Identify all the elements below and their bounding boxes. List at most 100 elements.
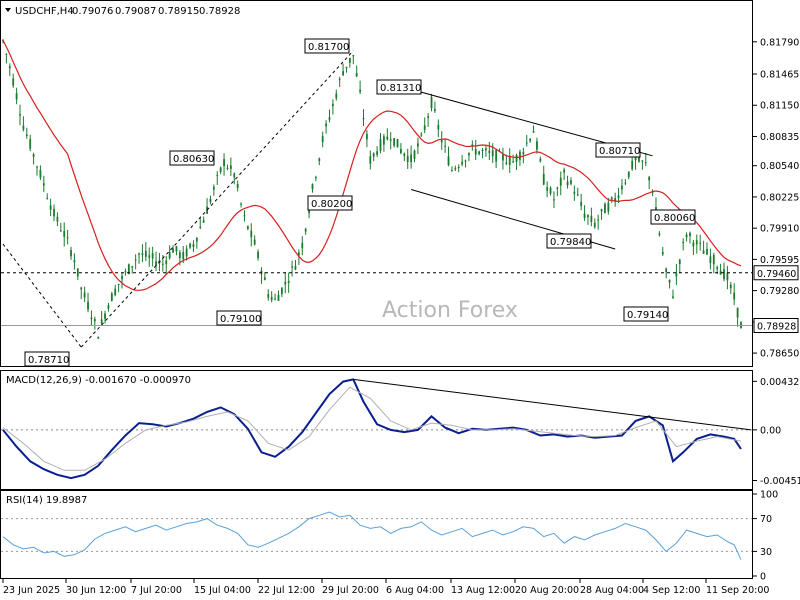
candle-body (42, 183, 45, 186)
time-tick-label: 7 Jul 20:00 (131, 585, 182, 596)
candle-body (348, 57, 351, 63)
candle-body (53, 208, 55, 217)
candle-body (104, 313, 106, 319)
header-open: 0.79076 (72, 6, 113, 17)
candle-body (502, 154, 504, 161)
candle-body (49, 205, 52, 210)
price-annotation-box (376, 79, 422, 95)
candle-body (138, 253, 140, 255)
candle-body (546, 187, 549, 191)
price-annotation-label: 0.78710 (28, 355, 69, 366)
candle-body (457, 167, 460, 169)
macd-tick-label: 0.00 (760, 425, 781, 436)
candle-body (702, 250, 705, 254)
candle-body (365, 133, 368, 140)
candle-body (195, 237, 198, 242)
candle-body (206, 206, 208, 214)
candle-body (369, 156, 372, 164)
header-high: 0.79087 (115, 6, 156, 17)
candle-body (70, 249, 72, 257)
candle-body (161, 263, 164, 265)
candle-body (144, 250, 147, 257)
candle-body (100, 319, 103, 323)
candle-body (644, 162, 647, 164)
candle-body (202, 220, 205, 223)
candle-body (488, 150, 491, 153)
candle-body (155, 261, 157, 266)
candle-body (512, 161, 515, 163)
price-annotation-box (650, 209, 696, 225)
candle-body (706, 248, 708, 255)
price-panel-frame (0, 0, 753, 367)
candle-body (291, 266, 293, 268)
candle-body (127, 264, 130, 274)
price-annotation-box (307, 195, 353, 211)
macd-tick-label: 0.004325 (760, 377, 800, 388)
candle-body (641, 160, 644, 162)
candle-body (56, 216, 59, 222)
price-axis: 0.81790 0.81465 0.81150 0.80835 0.80540 0.802… (753, 37, 799, 360)
candle-body (25, 134, 28, 136)
candle-body (168, 252, 171, 259)
header-low: 0.78915 (158, 6, 199, 17)
candle-body (284, 281, 287, 285)
time-tick-label: 20 Aug 20:00 (515, 585, 579, 596)
candle-body (723, 269, 725, 280)
candle-body (665, 268, 668, 273)
price-annotation-label: 0.80200 (311, 199, 352, 210)
candle-body (359, 89, 361, 92)
candle-body (519, 151, 521, 160)
candle-body (621, 185, 623, 190)
candle-body (661, 252, 664, 255)
time-tick-label: 30 Jun 12:00 (66, 585, 126, 596)
candle-body (733, 292, 736, 300)
candle-body (73, 260, 76, 263)
candle-body (121, 275, 123, 280)
candle-body (539, 158, 542, 162)
candle-body (328, 117, 331, 120)
candle-body (461, 161, 464, 165)
candle-body (529, 139, 532, 142)
candle-body (563, 169, 566, 173)
price-tick-label: 0.79280 (760, 286, 799, 297)
price-annotation-label: 0.79840 (550, 237, 591, 248)
macd-panel-frame (0, 370, 753, 490)
candle-body (223, 159, 225, 167)
candle-body (389, 139, 392, 141)
candle-body (352, 55, 355, 57)
candle-body (481, 149, 484, 151)
candle-body (331, 103, 334, 107)
candle-body (151, 253, 154, 259)
candle-body (434, 109, 436, 111)
moving-average (2, 39, 742, 291)
candle-body (583, 213, 586, 219)
candle-body (689, 232, 691, 237)
candle-body (294, 266, 297, 270)
candle-body (325, 123, 327, 127)
rsi-tick-label: 0 (760, 572, 766, 583)
macd-line (2, 378, 742, 480)
candle-body (362, 118, 365, 120)
candle-body (117, 283, 120, 285)
time-tick-label: 4 Sep 12:00 (643, 585, 700, 596)
candle-body (614, 197, 617, 202)
candle-body (532, 131, 535, 133)
candle-body (277, 295, 280, 301)
price-tick-label: 0.79595 (760, 255, 799, 266)
candle-body (29, 139, 32, 149)
candle-body (638, 155, 640, 162)
candle-body (345, 66, 348, 69)
candle-body (672, 296, 674, 298)
candle-body (556, 187, 559, 189)
candle-body (729, 284, 732, 289)
candle-body (270, 296, 273, 301)
candle-body (719, 270, 722, 275)
candle-body (716, 267, 719, 269)
candle-body (726, 273, 729, 281)
candle-body (478, 151, 481, 155)
candle-body (536, 141, 538, 150)
rsi-indicator: 100 70 30 0 (1, 490, 778, 583)
price-annotation-box (546, 233, 592, 249)
triangle-down-icon[interactable] (5, 8, 11, 12)
support-level-label: 0.79460 (757, 269, 796, 280)
